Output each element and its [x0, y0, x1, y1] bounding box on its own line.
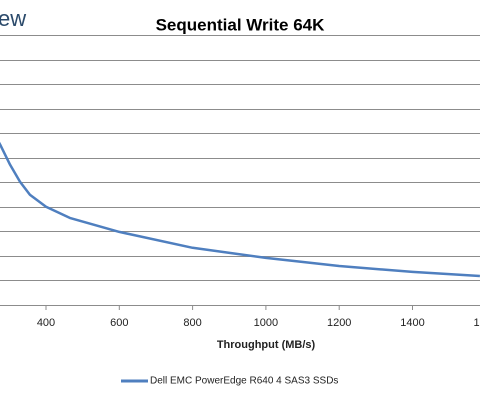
- x-tick-label: 1000: [254, 317, 278, 329]
- legend-label: Dell EMC PowerEdge R640 4 SAS3 SSDs: [150, 376, 338, 387]
- x-tick-label: 600: [110, 317, 128, 329]
- x-axis-label: Throughput (MB/s): [217, 339, 316, 351]
- x-tick-label: 1600: [474, 317, 480, 329]
- x-tick-label: 1200: [327, 317, 351, 329]
- series-line: [0, 141, 480, 278]
- logo: ew: [0, 6, 26, 31]
- x-tick-label: 800: [183, 317, 201, 329]
- chart-title: Sequential Write 64K: [156, 15, 326, 34]
- x-tick-label: 400: [37, 317, 55, 329]
- x-tick-label: 1400: [400, 317, 424, 329]
